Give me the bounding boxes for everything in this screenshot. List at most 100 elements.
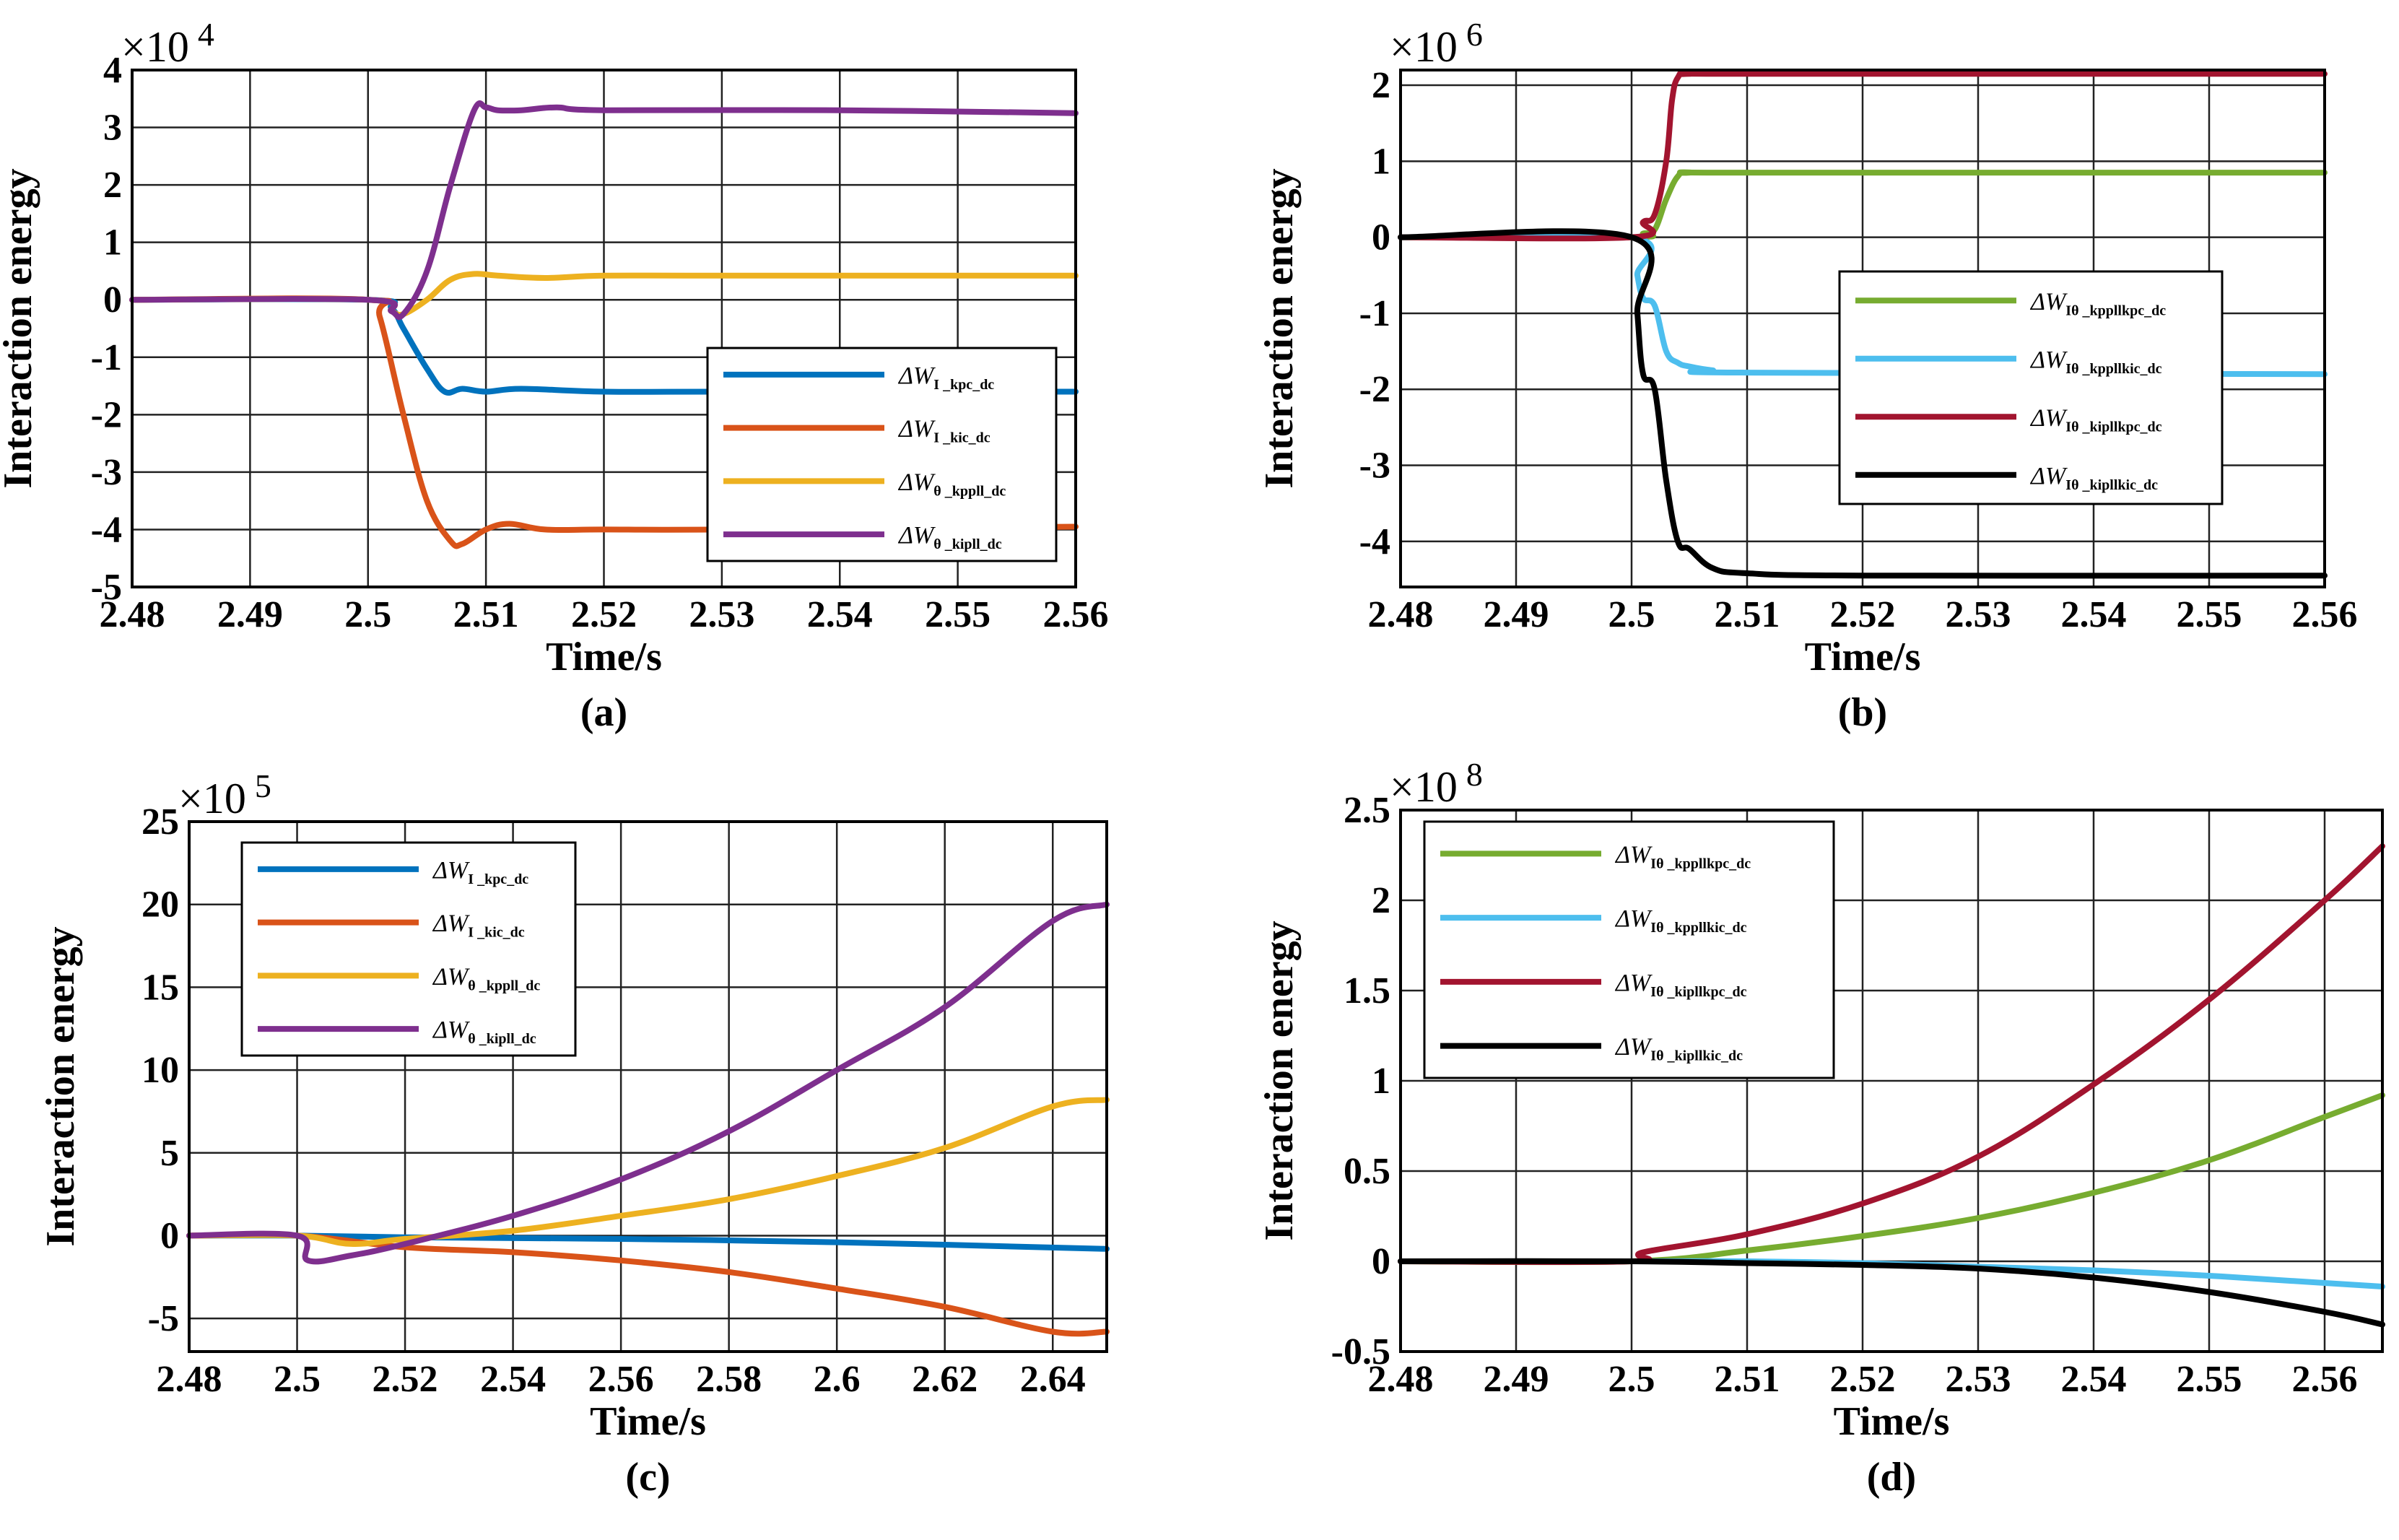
legend-label: ΔWθ _kppll_dc [432,963,540,993]
legend-label: ΔWIθ _kppllkpc_dc [1614,841,1751,871]
y-tick-label: 0.5 [1344,1151,1390,1192]
x-tick-label: 2.53 [689,594,754,635]
legend-label: ΔWIθ _kppllkic_dc [1614,905,1747,936]
legend-box [706,347,1058,562]
y-tick-label: 2 [1372,880,1390,921]
x-tick-label: 2.52 [1830,1359,1896,1400]
y-tick-label: -1 [1359,293,1390,334]
x-tick-label: 2.49 [217,594,283,635]
y-tick-label: 1 [103,222,122,264]
x-tick-label: 2.48 [157,1359,222,1400]
y-tick-label: 0 [160,1215,179,1256]
chart-c: 2.48 2.5 2.52 2.54 2.56 2.58 2.6 2.62 2.64 -5 0 5 10… [38,767,1110,1500]
x-tick-label: 2.54 [2061,1359,2127,1400]
x-tick-label: 2.54 [480,1359,546,1400]
y-tick-label: -5 [91,567,122,608]
legend-label: ΔWIθ _kppllkpc_dc [2029,288,2166,318]
legend-label: ΔWI _kic_dc [897,416,990,446]
x-tick-label: 2.51 [1715,1359,1780,1400]
axis-exponent: ×10 4 [121,16,214,71]
plot-frame [1399,69,2326,588]
chart-d: 2.48 2.49 2.5 2.51 2.52 2.53 2.54 2.55 2.56-0.50… [1257,756,2385,1500]
x-tick-label: 2.48 [1368,594,1434,635]
y-tick-label: 2 [103,165,122,206]
x-tick-label: 2.52 [571,594,637,635]
x-tick-label: 2.52 [1830,594,1896,635]
series-line-2 [186,1232,1110,1337]
y-tick-label: 2.5 [1344,790,1390,831]
legend-label: ΔWIθ _kppllkic_dc [2029,347,2162,377]
y-axis-label: Interaction energy [1257,168,1302,488]
x-tick-label: 2.48 [1368,1359,1434,1400]
y-tick-label: 1.5 [1344,970,1390,1012]
y-tick-label: 25 [141,801,179,843]
x-tick-label: 2.5 [344,594,391,635]
x-tick-label: 2.5 [274,1359,321,1400]
chart-a: 2.48 2.49 2.5 2.51 2.52 2.53 2.54 2.55 2.56 -5 -4 -… [0,16,1109,735]
y-tick-label: 0 [1372,217,1390,258]
x-tick-label: 2.54 [2061,594,2127,635]
y-tick-label: 1 [1372,141,1390,182]
series-line-3 [186,1097,1110,1247]
legend-label: ΔWθ _kipll_dc [897,522,1002,552]
legend-label: ΔWI _kpc_dc [432,857,528,887]
panel-caption: (d) [1867,1455,1916,1500]
y-tick-label: -5 [148,1298,179,1339]
x-tick-label: 2.6 [814,1359,861,1400]
y-tick-label: -2 [91,394,122,435]
x-tick-label: 2.5 [1608,1359,1655,1400]
x-tick-label: 2.55 [925,594,990,635]
x-tick-label: 2.58 [696,1359,762,1400]
y-tick-label: 15 [141,967,179,1008]
y-tick-label: 4 [103,50,122,91]
y-axis-label: Interaction energy [1257,921,1302,1240]
x-tick-label: 2.55 [2177,594,2242,635]
x-tick-label: 2.56 [1043,594,1109,635]
y-axis-label: Interaction energy [0,168,40,488]
panel-caption: (c) [625,1455,670,1500]
x-tick-label: 2.51 [1715,594,1780,635]
y-tick-label: -1 [91,337,122,378]
legend-box [1838,270,2224,505]
y-tick-label: -3 [91,452,122,493]
series-line-4 [186,901,1110,1265]
plot-frame [1399,809,2384,1353]
legend-label: ΔWI _kic_dc [432,910,525,941]
x-tick-label: 2.53 [1946,594,2011,635]
y-tick-label: -2 [1359,369,1390,410]
chart-b: 2.48 2.49 2.5 2.51 2.52 2.53 2.54 2.55 2.56 -4 -3 -… [1257,16,2358,735]
x-axis-label: Time/s [1834,1399,1950,1444]
y-tick-label: -4 [1359,521,1390,562]
y-tick-label: -0.5 [1331,1331,1390,1372]
x-tick-label: 2.48 [100,594,165,635]
panel-caption: (b) [1838,690,1887,735]
axis-exponent: ×10 6 [1390,16,1483,71]
legend-box [240,841,577,1057]
legend-label: ΔWIθ _kipllkpc_dc [1614,970,1747,1000]
y-tick-label: 20 [141,884,179,926]
legend: ΔWI _kpc_dc ΔWI _kic_dc ΔWθ _kppll_dc ΔWθ _… [706,347,1058,562]
y-tick-label: 1 [1372,1061,1390,1102]
plot-frame [131,69,1077,588]
x-tick-label: 2.49 [1484,1359,1549,1400]
y-tick-label: 0 [103,279,122,321]
x-tick-label: 2.56 [588,1359,654,1400]
series-line-4 [129,100,1079,321]
panel-caption: (a) [580,690,627,735]
series-line-3 [1398,70,2328,242]
x-tick-label: 2.51 [453,594,519,635]
legend: ΔWIθ _kppllkpc_dc ΔWIθ _kppllkic_dc ΔWIθ _… [1838,270,2224,505]
x-axis-label: Time/s [590,1399,706,1444]
x-tick-label: 2.5 [1608,594,1655,635]
y-tick-label: -4 [91,509,122,550]
x-tick-label: 2.55 [2177,1359,2242,1400]
x-axis-label: Time/s [1805,635,1921,679]
x-axis-label: Time/s [546,635,662,679]
y-axis-label: Interaction energy [38,926,83,1246]
axis-exponent: ×10 5 [178,767,271,822]
axis-exponent: ×10 8 [1390,756,1483,811]
series-line-4 [1398,1258,2385,1328]
x-tick-label: 2.64 [1020,1359,1086,1400]
series-line-4 [1398,228,2328,579]
